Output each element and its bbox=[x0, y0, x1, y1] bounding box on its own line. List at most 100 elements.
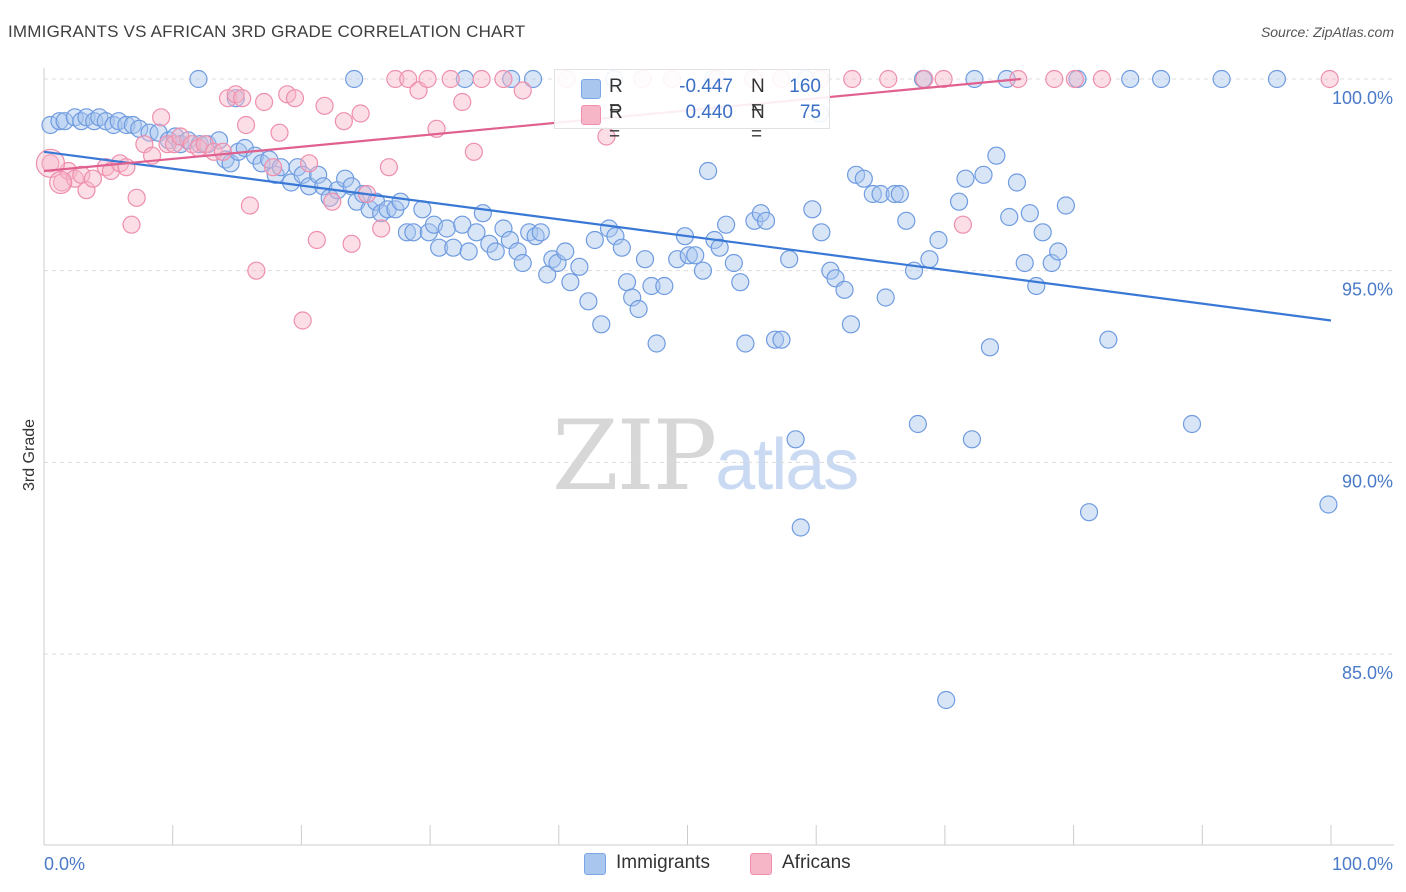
immigrants-point bbox=[717, 215, 736, 234]
immigrants-point bbox=[430, 238, 449, 257]
immigrants-point bbox=[453, 215, 472, 234]
africans-point bbox=[41, 154, 60, 173]
africans-point bbox=[83, 169, 103, 188]
africans-point bbox=[49, 170, 73, 195]
immigrants-point bbox=[1000, 207, 1019, 227]
immigrants-point bbox=[444, 238, 463, 257]
immigrants-point bbox=[647, 334, 666, 353]
immigrants-point bbox=[473, 204, 492, 223]
immigrants-point bbox=[209, 131, 229, 150]
africans-legend-label: Africans bbox=[782, 852, 851, 873]
africans-point bbox=[307, 230, 326, 250]
immigrants-point bbox=[345, 69, 364, 89]
immigrants-point bbox=[736, 334, 755, 353]
africans-point bbox=[453, 92, 472, 112]
immigrants-legend-swatch bbox=[584, 853, 606, 875]
africans-point bbox=[236, 115, 256, 135]
r-value: -0.447 bbox=[679, 76, 733, 97]
source-label: Source: ZipAtlas.com bbox=[1260, 24, 1394, 40]
immigrants-point bbox=[579, 292, 598, 311]
y-tick-label: 85.0% bbox=[1342, 663, 1393, 683]
immigrants-point bbox=[949, 192, 969, 211]
africans-point bbox=[494, 69, 513, 89]
immigrants-point bbox=[1042, 253, 1061, 273]
immigrants-point bbox=[570, 257, 589, 276]
watermark: ZIPatlas bbox=[552, 400, 859, 512]
immigrants-point bbox=[41, 115, 60, 135]
africans-point bbox=[213, 142, 232, 161]
trend-lines bbox=[43, 77, 1332, 322]
immigrants-point bbox=[459, 242, 478, 261]
africans-point bbox=[293, 311, 312, 330]
immigrants-swatch bbox=[581, 79, 601, 99]
immigrants-point bbox=[908, 414, 927, 434]
africans-point bbox=[915, 69, 934, 89]
immigrants-point bbox=[1007, 173, 1027, 192]
africans-point bbox=[351, 104, 370, 123]
stats-legend: R = -0.447 N = 160 R = 0.440 N = 75 bbox=[554, 69, 830, 145]
immigrants-point bbox=[1015, 253, 1034, 273]
y-tick-label: 100.0% bbox=[1332, 88, 1393, 108]
immigrants-point bbox=[226, 89, 245, 108]
immigrants-point bbox=[1033, 223, 1052, 242]
immigrants-point bbox=[189, 69, 208, 89]
africans-point bbox=[77, 181, 96, 200]
y-tick-label: 95.0% bbox=[1342, 280, 1393, 300]
immigrants-point bbox=[693, 261, 713, 280]
africans-point bbox=[315, 96, 334, 115]
immigrants-point bbox=[731, 273, 750, 292]
immigrants-point bbox=[513, 253, 532, 273]
africans-swatch bbox=[581, 105, 601, 125]
immigrants-point bbox=[523, 69, 543, 89]
africans-legend-swatch bbox=[750, 853, 772, 875]
immigrants-point bbox=[765, 330, 785, 349]
immigrants-point bbox=[686, 246, 705, 265]
x-tick-label: 0.0% bbox=[44, 854, 85, 874]
immigrants-point bbox=[803, 200, 822, 219]
africans-point bbox=[879, 69, 898, 89]
immigrants-point bbox=[679, 246, 698, 265]
immigrants-point bbox=[556, 242, 575, 261]
immigrants-point bbox=[629, 299, 648, 319]
immigrants-point bbox=[437, 219, 456, 238]
immigrants-point bbox=[841, 315, 861, 334]
immigrants-point bbox=[494, 219, 513, 238]
immigrants-point bbox=[987, 146, 1006, 165]
africans-point bbox=[247, 261, 266, 280]
x-tick-label: 100.0% bbox=[1332, 854, 1393, 874]
immigrants-point bbox=[668, 250, 687, 269]
africans-point bbox=[233, 89, 252, 108]
n-label: N = bbox=[751, 102, 765, 145]
immigrants-point bbox=[1212, 69, 1231, 89]
immigrants-point bbox=[756, 211, 776, 230]
immigrants-point bbox=[561, 273, 580, 292]
immigrants-point bbox=[980, 338, 1000, 357]
immigrants-point bbox=[486, 242, 505, 261]
immigrants-point bbox=[812, 223, 831, 242]
immigrants-point bbox=[937, 690, 956, 710]
immigrants-point bbox=[724, 253, 743, 273]
immigrants-point bbox=[1267, 69, 1287, 89]
immigrants-point bbox=[293, 165, 312, 184]
y-axis-title: 3rd Grade bbox=[21, 419, 38, 491]
africans-point bbox=[263, 158, 283, 177]
immigrants-point bbox=[1099, 330, 1118, 349]
immigrants-point bbox=[920, 250, 939, 269]
immigrants-point bbox=[531, 223, 550, 242]
immigrants-point bbox=[391, 192, 410, 211]
immigrants-point bbox=[871, 184, 890, 204]
immigrants-point bbox=[585, 230, 604, 250]
immigrants-point bbox=[835, 280, 854, 299]
africans-point bbox=[1092, 69, 1112, 89]
immigrants-point bbox=[623, 288, 642, 307]
r-value: 0.440 bbox=[685, 102, 733, 123]
immigrants-point bbox=[929, 230, 948, 250]
immigrants-point bbox=[885, 184, 904, 204]
immigrants-point bbox=[710, 238, 729, 257]
africans-point bbox=[300, 154, 319, 173]
immigrants-point bbox=[1319, 495, 1338, 514]
n-label: N = bbox=[751, 76, 765, 119]
immigrants-point bbox=[502, 69, 521, 89]
immigrants-legend-label: Immigrants bbox=[616, 852, 710, 873]
